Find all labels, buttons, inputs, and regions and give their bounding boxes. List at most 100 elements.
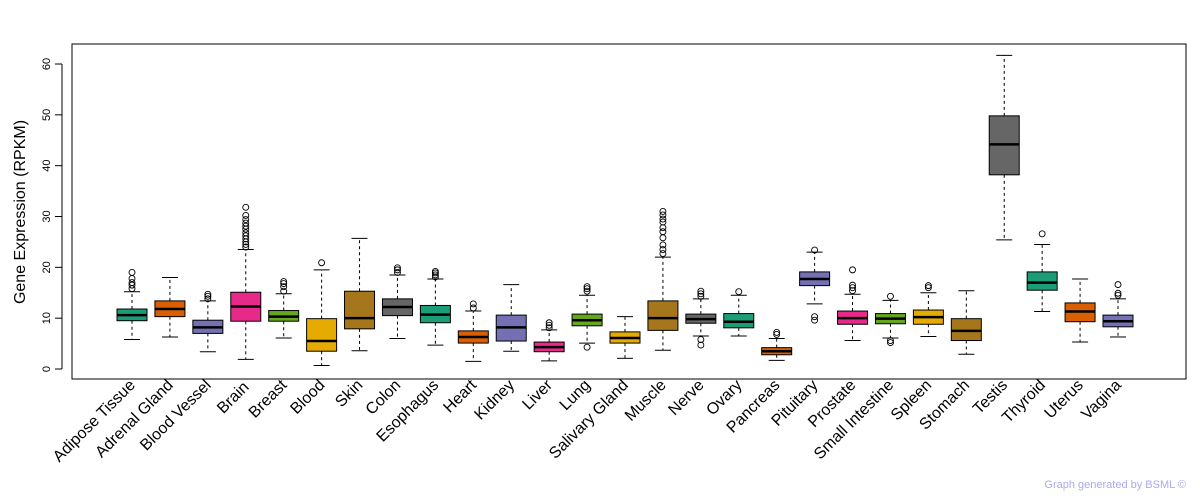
outlier-point (204, 292, 212, 300)
outlier-point (849, 281, 856, 289)
outlier-point (773, 328, 781, 336)
y-axis-label: Gene Expression (RPKM) (12, 120, 29, 304)
outlier-point (659, 207, 667, 215)
outlier-point (659, 224, 667, 232)
outlier-point (242, 222, 250, 230)
x-tick-label-breast: Breast (246, 376, 291, 421)
outlier-point (1114, 291, 1122, 299)
y-tick-label: 0 (41, 366, 53, 372)
outlier-point (128, 281, 136, 289)
outlier-point (431, 267, 439, 275)
box-esophagus (419, 267, 451, 346)
box-adipose-tissue (116, 268, 148, 341)
x-tick-label-nerve: Nerve (665, 377, 707, 419)
outlier-point (659, 211, 667, 219)
plot-frame (71, 43, 1187, 380)
outlier-point (318, 259, 326, 267)
outlier-point (697, 287, 705, 295)
outlier-point (545, 324, 553, 332)
outlier-point (659, 215, 667, 223)
outlier-point (1038, 230, 1046, 238)
y-tick-label: 50 (41, 109, 53, 121)
outlier-point (659, 250, 667, 258)
outlier-point (659, 218, 667, 226)
box-nerve (685, 287, 717, 349)
x-tick-label-blood: Blood (287, 377, 328, 418)
box-heart (457, 300, 489, 362)
outlier-point (1114, 289, 1122, 297)
outlier-point (394, 264, 401, 272)
box-prostate (837, 266, 869, 342)
outlier-point (583, 285, 591, 293)
outlier-point (659, 241, 667, 249)
outlier-point (773, 330, 781, 338)
box-iqr (647, 300, 679, 331)
outlier-point (204, 295, 212, 303)
outlier-point (242, 243, 250, 251)
x-tick-label-skin: Skin (332, 377, 366, 411)
outlier-point (583, 287, 591, 295)
y-tick-label: 60 (41, 58, 53, 70)
outlier-point (659, 228, 667, 236)
outlier-point (697, 292, 705, 300)
y-tick-label: 40 (41, 160, 53, 172)
outlier-point (128, 279, 136, 287)
outlier-point (242, 216, 250, 224)
outlier-point (545, 319, 553, 327)
box-pancreas (761, 328, 793, 361)
box-blood (306, 259, 338, 366)
outlier-point (887, 337, 894, 344)
box-brain (230, 203, 262, 360)
box-adrenal-gland (154, 277, 186, 338)
x-tick-label-thyroid: Thyroid (999, 377, 1049, 427)
outlier-point (469, 300, 477, 308)
outlier-point (394, 266, 401, 274)
footer-credit: Graph generated by BSML © (1044, 479, 1186, 491)
y-tick-label: 10 (41, 312, 53, 324)
outlier-point (242, 229, 250, 237)
outlier-point (811, 246, 819, 254)
box-colon (381, 264, 413, 339)
outlier-point (242, 232, 250, 240)
outlier-point (204, 290, 212, 298)
outlier-point (924, 284, 932, 292)
box-uterus (1064, 278, 1096, 343)
outlier-point (545, 321, 553, 329)
y-axis: 0 10 20 30 40 50 60 (41, 58, 63, 372)
outlier-point (583, 283, 591, 291)
outlier-point (242, 203, 250, 211)
outlier-point (280, 278, 288, 286)
box-iqr (950, 318, 982, 342)
outlier-point (849, 266, 856, 274)
y-tick-label: 30 (41, 210, 53, 222)
outlier-point (659, 246, 667, 253)
box-muscle (647, 207, 679, 351)
box-salivary-gland (609, 316, 641, 359)
box-iqr (306, 318, 338, 352)
box-spleen (912, 282, 944, 337)
box-blood-vessel (192, 290, 224, 353)
outlier-point (659, 234, 667, 242)
x-tick-label-vagina: Vagina (1078, 377, 1124, 423)
outlier-point (887, 339, 894, 347)
outlier-point (280, 287, 288, 295)
box-liver (533, 319, 565, 362)
outlier-point (242, 212, 250, 219)
box-kidney (495, 284, 527, 352)
box-pituitary (799, 246, 831, 324)
outlier-point (128, 268, 136, 276)
outlier-point (280, 283, 288, 291)
box-lung (571, 283, 603, 351)
outlier-point (887, 292, 894, 300)
x-tick-label-muscle: Muscle (622, 377, 670, 425)
box-iqr (344, 290, 376, 330)
x-tick-label-liver: Liver (519, 376, 556, 413)
box-breast (268, 278, 300, 339)
box-iqr (1026, 271, 1058, 291)
outlier-point (469, 304, 477, 312)
outlier-point (849, 284, 856, 292)
y-tick-label: 20 (41, 261, 53, 273)
outlier-point (431, 271, 439, 279)
